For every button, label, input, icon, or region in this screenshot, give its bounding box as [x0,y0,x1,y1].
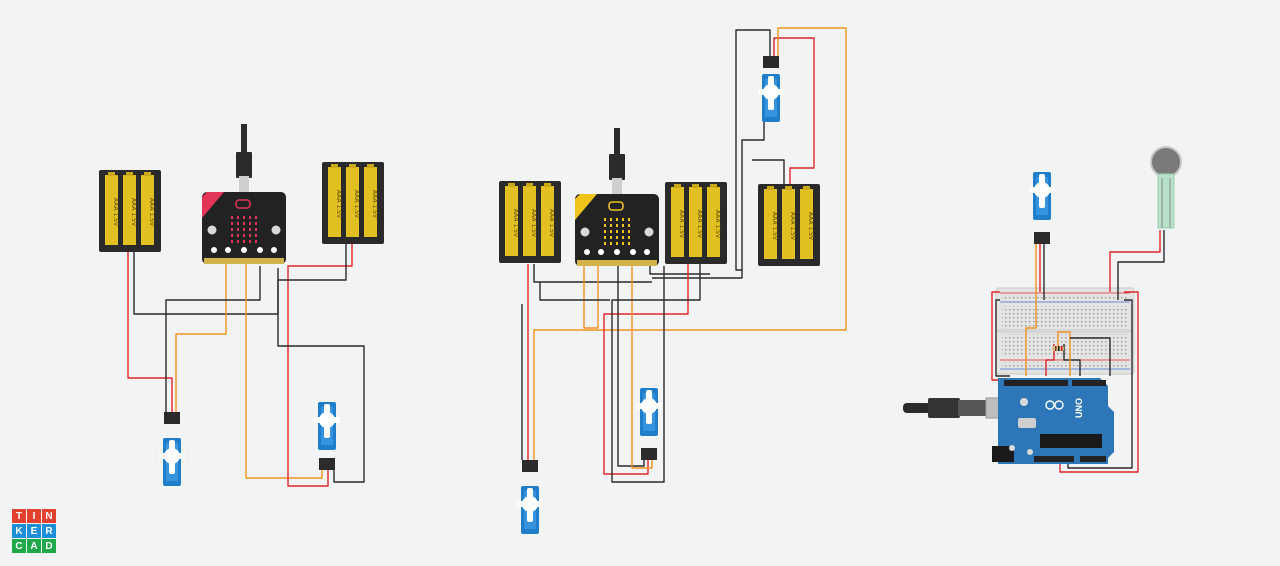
battery-label: AAA 1.5V [678,210,685,239]
resistor[interactable] [1052,346,1064,351]
logo-letter: A [27,539,41,553]
microbit-left[interactable] [202,192,286,264]
battery-label: AAA 1.5V [335,190,342,219]
middle-wires [521,27,847,483]
servo-middle-top[interactable] [758,56,784,122]
battery-label: AAA 1.5V [148,198,155,227]
battery-label: AAA 1.5V [696,210,703,239]
battery-label: AAA 1.5V [130,198,137,227]
servo-right[interactable] [1029,172,1055,244]
led-matrix [231,216,257,243]
logo-letter: K [12,524,26,538]
middle-circuit: AAA 1.5V AAA 1.5V AAA 1.5V AAA 1.5V AAA … [499,27,847,534]
battery-label: AAA 1.5V [112,198,119,227]
arduino-label: UNO [1074,398,1084,418]
tinkercad-logo[interactable]: T I N K E R C A D [12,509,56,553]
force-sensor[interactable] [1150,146,1182,229]
battery-label: AAA 1.5V [353,190,360,219]
battery-label: AAA 1.5V [530,209,537,238]
battery-label: AAA 1.5V [548,209,555,238]
button-b[interactable] [644,227,654,237]
right-circuit: UNO [903,146,1182,473]
battery-label: AAA 1.5V [789,212,796,241]
battery-pack-middle-1[interactable]: AAA 1.5V AAA 1.5V AAA 1.5V [499,181,561,263]
left-wires [127,244,365,487]
arduino-uno[interactable]: UNO [992,378,1114,464]
logo-letter: N [42,509,56,523]
left-circuit: AAA 1.5V AAA 1.5V AAA 1.5V AAA 1.5V AAA … [99,124,384,487]
battery-pack-left-2[interactable]: AAA 1.5V AAA 1.5V AAA 1.5V [322,162,384,244]
usb-connector-icon [609,128,625,194]
servo-left-1[interactable] [159,412,185,486]
usb-connector-icon [236,124,252,194]
battery-label: AAA 1.5V [807,212,814,241]
battery-label: AAA 1.5V [512,209,519,238]
logo-letter: R [42,524,56,538]
right-wires [991,230,1165,473]
led-matrix [604,218,630,245]
battery-pack-middle-2[interactable]: AAA 1.5V AAA 1.5V AAA 1.5V [665,182,727,264]
logo-letter: D [42,539,56,553]
breadboard[interactable] [995,287,1135,375]
logo-letter: I [27,509,41,523]
battery-label: AAA 1.5V [771,212,778,241]
battery-label: AAA 1.5V [714,210,721,239]
arduino-logo-icon [1045,400,1064,410]
logo-letter: C [12,539,26,553]
usb-cable-icon [903,397,1009,419]
battery-pack-middle-3[interactable]: AAA 1.5V AAA 1.5V AAA 1.5V [758,184,820,266]
servo-middle-bottom-right[interactable] [636,388,662,460]
button-b[interactable] [271,225,281,235]
logo-letter: E [27,524,41,538]
battery-pack-left-1[interactable]: AAA 1.5V AAA 1.5V AAA 1.5V [99,170,161,252]
servo-middle-bottom-left[interactable] [517,460,543,534]
servo-left-2[interactable] [314,402,340,470]
logo-letter: T [12,509,26,523]
battery-label: AAA 1.5V [371,190,378,219]
microbit-middle[interactable] [575,194,659,266]
button-a[interactable] [207,225,217,235]
button-a[interactable] [580,227,590,237]
